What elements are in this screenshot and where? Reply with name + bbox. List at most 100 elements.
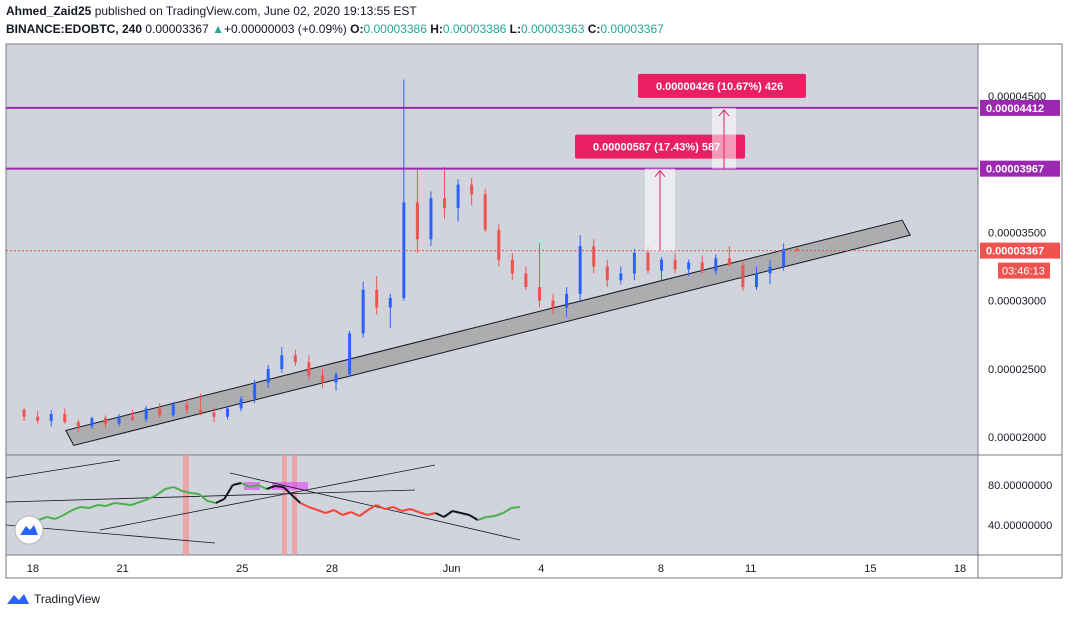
candle-body [660, 259, 664, 271]
price-range-label: 0.00000426 (10.67%) 426 [656, 81, 783, 93]
candle-body [103, 418, 107, 424]
candle-body [456, 184, 460, 208]
oscillator-line-segment [198, 493, 209, 502]
candle-body [212, 412, 216, 417]
level-price-label: 0.00003967 [986, 164, 1044, 176]
up-arrow-icon: ▲ [212, 22, 225, 36]
oscillator-line-segment [367, 504, 377, 511]
oscillator-line-segment [308, 506, 318, 511]
candle-body [592, 246, 596, 267]
candle-body [782, 248, 786, 267]
oscillator-line-segment [232, 482, 242, 486]
candle-body [49, 414, 53, 421]
candle-body [483, 194, 487, 230]
candle-body [22, 409, 26, 417]
candle-body [687, 262, 691, 270]
bar-countdown-label: 03:46:13 [1002, 266, 1045, 278]
price-range-callout [638, 73, 806, 98]
oscillator-line-segment [291, 494, 302, 504]
oscillator-line-segment [409, 508, 419, 513]
candle-body [185, 404, 189, 410]
price-tick-label: 0.00004500 [988, 91, 1046, 103]
oscillator-line-segment [511, 506, 521, 509]
candle-body [470, 184, 474, 195]
candle-body [266, 368, 270, 383]
last-price: 0.00003367 [145, 22, 209, 36]
level-price-label: 0.00004412 [986, 103, 1044, 115]
candle-body [293, 355, 297, 363]
candle-body [443, 198, 447, 208]
tradingview-branding[interactable]: TradingView [6, 592, 100, 606]
oscillator-line-segment [223, 484, 234, 500]
oscillator-line-segment [299, 502, 310, 508]
oscillator-pane [6, 455, 978, 555]
arrow-head [654, 169, 666, 177]
oscillator-tick-label: 40.00000000 [988, 520, 1052, 532]
low-value: 0.00003363 [520, 22, 585, 36]
oscillator-line-segment [63, 509, 73, 516]
candle-body [551, 300, 555, 308]
oscillator-highlight-band [282, 455, 287, 555]
oscillator-line-segment [460, 512, 470, 516]
candle-body [537, 287, 541, 301]
publisher-name[interactable]: Ahmed_Zaid25 [6, 4, 92, 18]
candle-body [171, 404, 175, 416]
time-tick-label: 21 [117, 563, 129, 575]
candle-body [90, 418, 94, 427]
oscillator-trendline [5, 489, 416, 503]
candle-body [117, 416, 121, 424]
candle-body [226, 408, 230, 417]
oscillator-line-segment [333, 509, 344, 516]
candle-body [334, 374, 338, 383]
oscillator-trendline [5, 459, 121, 479]
candle-body [524, 273, 528, 288]
oscillator-line-segment [325, 509, 335, 514]
oscillator-line-segment [418, 511, 428, 516]
tradingview-brand-name: TradingView [34, 592, 101, 606]
oscillator-line-segment [240, 482, 251, 488]
time-tick-label: 25 [236, 563, 248, 575]
time-tick-label: 11 [745, 563, 756, 575]
oscillator-line-segment [164, 486, 174, 490]
time-tick-label: 28 [326, 563, 338, 575]
candle-body [307, 362, 311, 376]
time-tick-label: 18 [27, 563, 39, 575]
low-label: L: [509, 22, 521, 36]
published-text: published on TradingView.com, June 02, 2… [94, 4, 417, 18]
oscillator-line-segment [215, 498, 225, 504]
price-change: +0.00000003 (+0.09%) [224, 22, 347, 36]
oscillator-line-segment [97, 504, 107, 507]
oscillator-line-segment [71, 506, 82, 511]
high-label: H: [430, 22, 443, 36]
oscillator-line-segment [494, 512, 504, 517]
candle-body [619, 273, 623, 281]
oscillator-line-segment [257, 484, 267, 490]
oscillator-line-segment [443, 510, 453, 518]
candle-body [415, 202, 419, 240]
oscillator-line-segment [392, 506, 403, 512]
candle-body [673, 259, 677, 270]
symbol-legend: BINANCE:EDOBTC, 240 0.00003367 ▲+0.00000… [6, 22, 664, 36]
oscillator-line-segment [181, 490, 191, 494]
close-value: 0.00003367 [600, 22, 664, 36]
oscillator-line-segment [468, 514, 479, 521]
overbought-fill [272, 482, 308, 490]
oscillator-line-segment [88, 504, 98, 509]
oscillator-line-segment [316, 509, 327, 514]
candle-body [754, 273, 758, 288]
candle-body [239, 399, 243, 409]
symbol-name[interactable]: BINANCE:EDOBTC, 240 [6, 22, 143, 36]
arrow-head [718, 109, 730, 117]
candle-body [714, 258, 718, 271]
indicator-wave-icon [20, 525, 38, 535]
oscillator-line-segment [249, 484, 259, 488]
oscillator-line-segment [401, 508, 411, 512]
oscillator-tick-label: 80.00000000 [988, 480, 1052, 492]
candle-body [361, 289, 365, 334]
candle-body [497, 229, 501, 260]
oscillator-line-segment [477, 516, 487, 521]
oscillator-line-segment [54, 514, 65, 520]
candle-body [375, 289, 379, 308]
oscillator-line-segment [452, 510, 462, 514]
